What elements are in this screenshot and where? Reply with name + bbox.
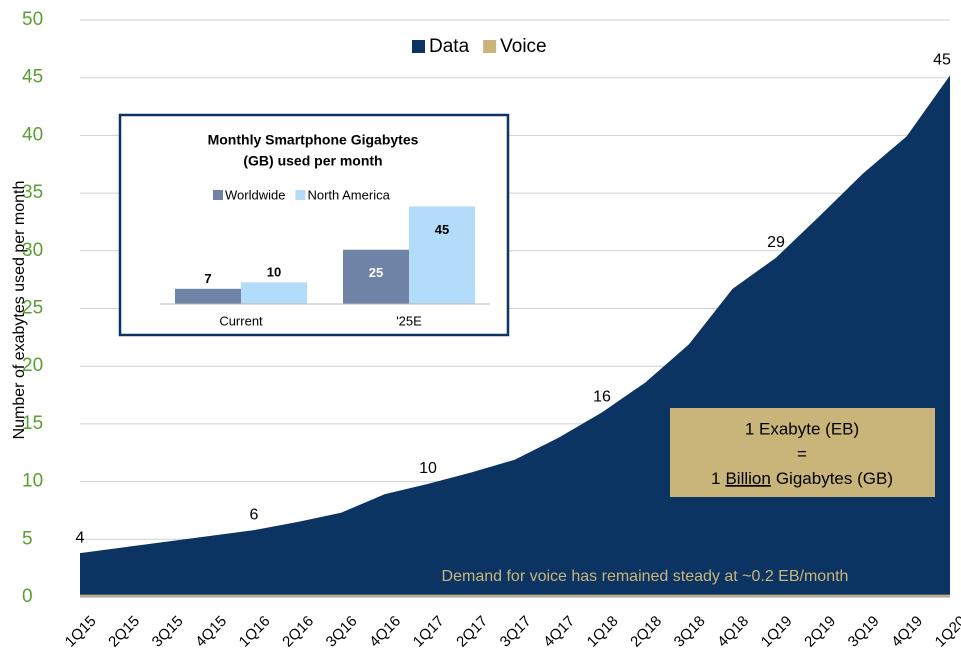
inset-title: (GB) used per month (243, 153, 382, 169)
x-tick-label: 3Q16 (323, 613, 361, 651)
y-tick-label: 20 (22, 355, 43, 376)
data-label: 16 (593, 389, 611, 406)
data-label: 10 (419, 460, 437, 477)
y-tick-label: 50 (22, 9, 43, 30)
x-tick-label: 4Q19 (888, 613, 926, 651)
legend-swatch (295, 190, 306, 200)
callout-part: Gigabytes (GB) (776, 469, 893, 488)
x-tick-label: 2Q18 (627, 613, 665, 651)
callout-box (670, 408, 935, 497)
inset-title: Monthly Smartphone Gigabytes (208, 132, 419, 148)
y-axis-label: Number of exabytes used per month (11, 181, 28, 440)
data-label: 45 (933, 52, 951, 69)
legend-swatch (483, 40, 497, 53)
x-tick-label: 4Q16 (366, 613, 404, 651)
x-tick-label: 1Q20 (932, 613, 961, 651)
x-tick-label: 3Q17 (497, 613, 535, 651)
x-tick-label: 3Q19 (845, 613, 883, 651)
y-tick-label: 35 (22, 182, 43, 203)
x-tick-label: 1Q19 (758, 613, 796, 651)
x-tick-label: 2Q16 (279, 613, 317, 651)
legend-swatch (213, 190, 223, 200)
data-label: 45 (435, 222, 449, 237)
y-tick-label: 45 (22, 67, 43, 88)
x-tick-label: 3Q15 (149, 613, 187, 651)
legend-label: Voice (500, 36, 546, 57)
callout-text: 1 Billion Gigabytes (GB) (711, 469, 893, 488)
callout-text: = (797, 444, 807, 463)
x-tick-label: Current (219, 313, 263, 328)
bar (409, 206, 475, 304)
data-label: 25 (369, 265, 383, 280)
bar (241, 282, 307, 304)
area (80, 594, 950, 597)
y-tick-label: 10 (22, 471, 43, 492)
data-label: 6 (250, 506, 259, 523)
x-tick-label: 1Q18 (584, 613, 622, 651)
legend-label: Data (429, 36, 470, 57)
x-tick-label: 4Q17 (540, 613, 578, 651)
x-tick-label: 2Q19 (801, 613, 839, 651)
bar (343, 249, 409, 304)
y-tick-label: 25 (22, 298, 43, 319)
y-tick-label: 0 (22, 586, 33, 607)
x-tick-label: 4Q15 (192, 613, 230, 651)
y-tick-label: 40 (22, 124, 43, 145)
data-label: 7 (204, 271, 211, 286)
legend-label: Worldwide (225, 187, 285, 202)
x-tick-label: 2Q17 (453, 613, 491, 651)
callout-part: Billion (725, 469, 770, 488)
x-tick-label: 1Q16 (236, 613, 274, 651)
callout-text: 1 Exabyte (EB) (745, 419, 859, 438)
x-tick-label: 3Q18 (671, 613, 709, 651)
data-label: 4 (76, 529, 85, 546)
y-tick-label: 30 (22, 240, 43, 261)
legend-label: North America (307, 187, 390, 202)
callout-part: 1 (711, 469, 720, 488)
data-label: 10 (267, 265, 281, 280)
x-tick-label: 1Q15 (62, 613, 100, 651)
legend-swatch (412, 40, 425, 53)
x-tick-label: '25E (396, 313, 422, 328)
bar (175, 288, 241, 304)
data-label: 29 (767, 234, 785, 251)
x-tick-label: 2Q15 (105, 613, 143, 651)
x-tick-label: 4Q18 (714, 613, 752, 651)
y-tick-label: 15 (22, 413, 43, 434)
x-tick-label: 1Q17 (410, 613, 448, 651)
annotation: Demand for voice has remained steady at … (442, 568, 849, 585)
y-tick-label: 5 (22, 528, 33, 549)
